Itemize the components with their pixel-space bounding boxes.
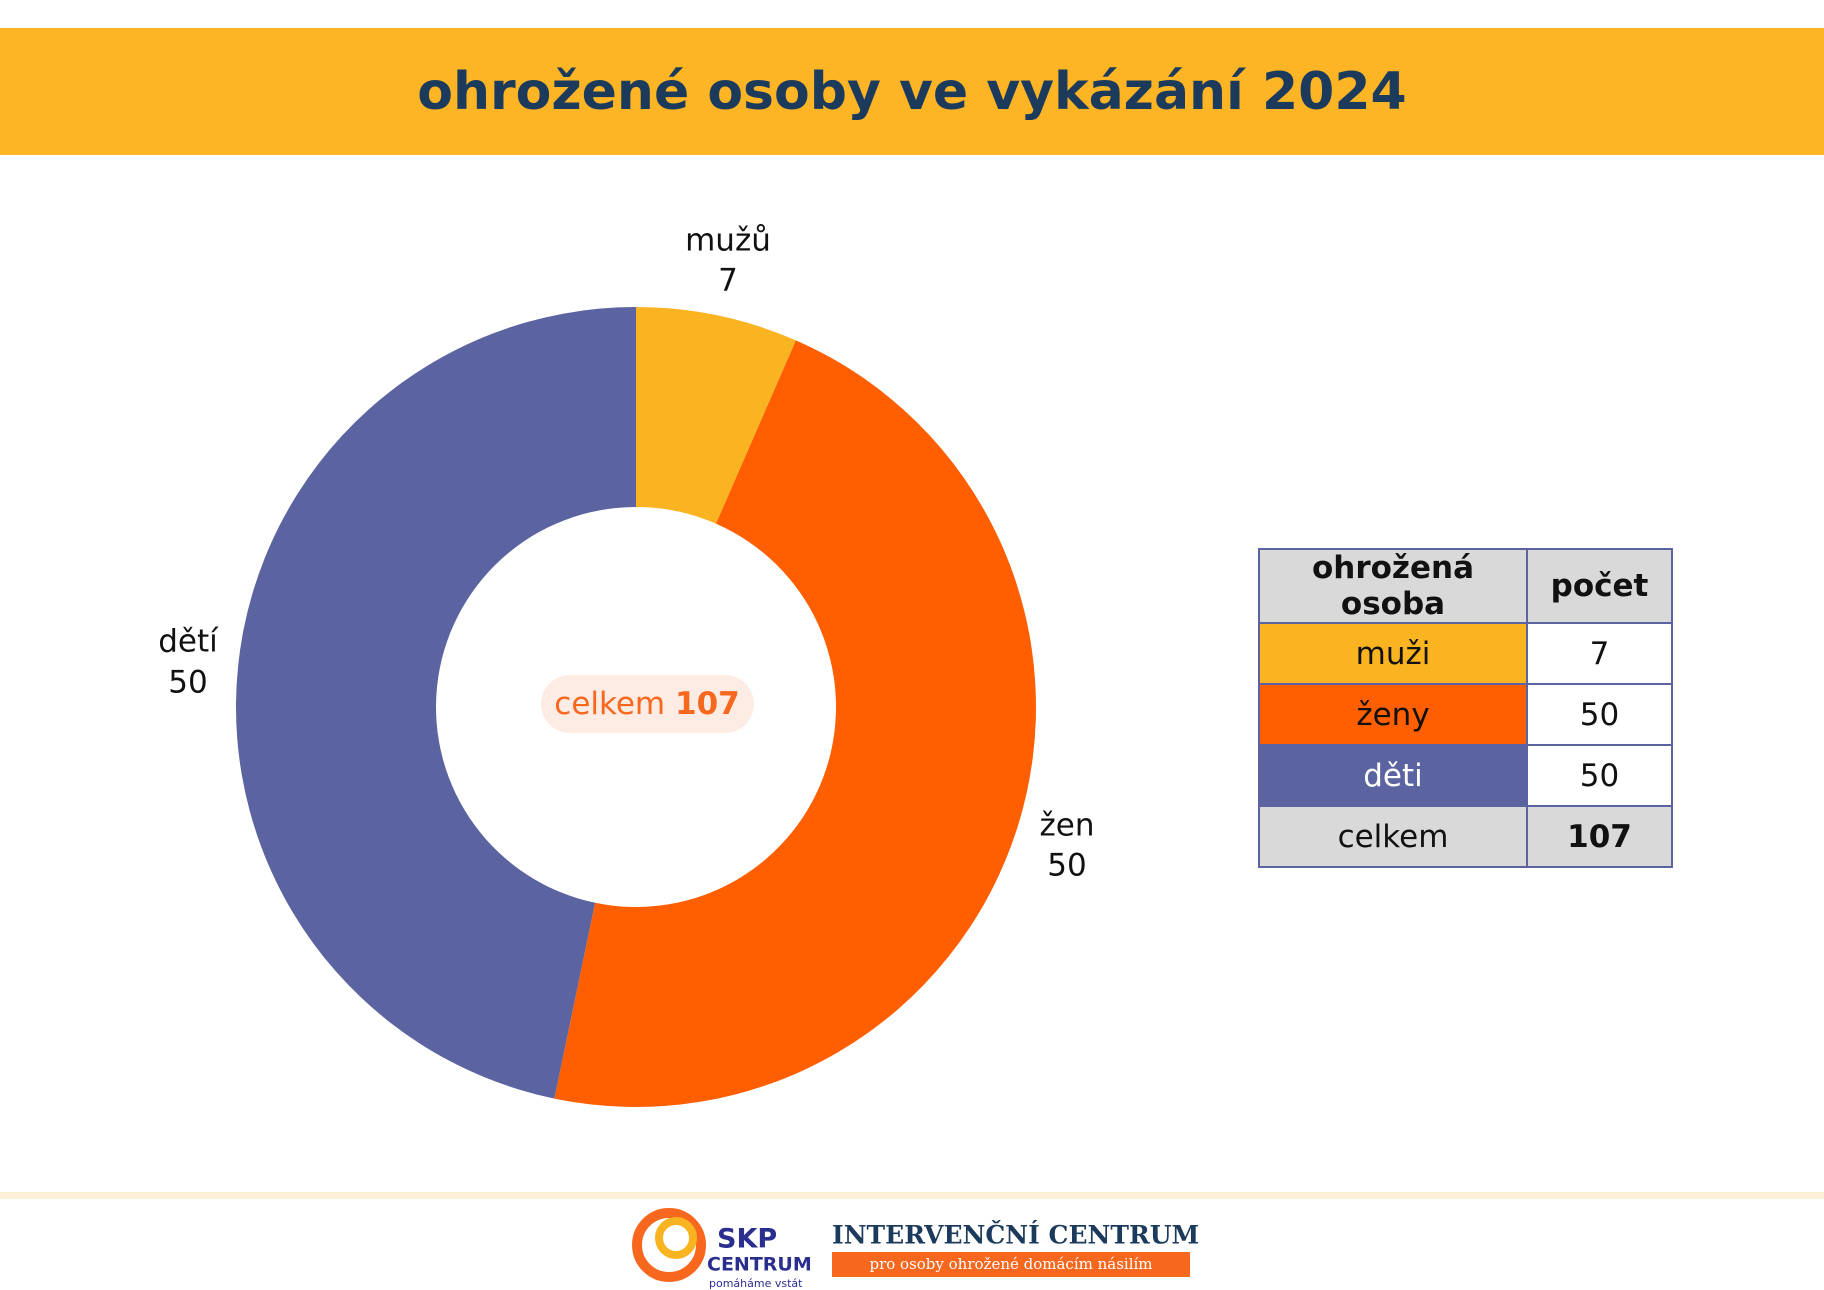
center-value: 107: [675, 686, 740, 722]
chart: celkem 107 mužů 7 žen 50 dětí 50: [158, 223, 1095, 1107]
table-row: muži 7: [1258, 622, 1673, 685]
header-cell: ohrožená osoba: [1258, 548, 1528, 624]
center-text: celkem: [554, 686, 665, 722]
table-cell: 50: [1526, 683, 1673, 746]
table-row: celkem 107: [1258, 805, 1673, 868]
center-label: celkem 107: [554, 686, 739, 722]
header-band: ohrožené osoby ve vykázání 2024: [0, 28, 1824, 155]
table-cell: muži: [1258, 622, 1528, 685]
logo-title: SKP: [717, 1224, 777, 1255]
chart-title: ohrožené osoby ve vykázání 2024: [417, 61, 1407, 122]
table-cell: 107: [1526, 805, 1673, 868]
center-pill: [541, 675, 754, 733]
data-table: ohrožená osoba počet muži 7 ženy 50 děti…: [1258, 548, 1673, 868]
logo-title: INTERVENČNÍ CENTRUM: [832, 1221, 1199, 1250]
slice-value: 50: [1047, 848, 1086, 884]
logo-subtitle: CENTRUM: [707, 1254, 812, 1276]
slice-value: 50: [168, 665, 207, 701]
table-cell: ženy: [1258, 683, 1528, 746]
table-cell: 7: [1526, 622, 1673, 685]
table-cell: celkem: [1258, 805, 1528, 868]
logo-subtitle: pro osoby ohrožené domácím násilím: [869, 1255, 1152, 1273]
table-row: děti 50: [1258, 744, 1673, 807]
logo-swirl: [655, 1217, 697, 1259]
table-row: ženy 50: [1258, 683, 1673, 746]
table-header: ohrožená osoba počet: [1258, 548, 1673, 624]
logo-slogan: pomáháme vstát: [709, 1277, 803, 1290]
footer-logos: SKP CENTRUM pomáháme vstát INTERVENČNÍ C…: [632, 1208, 1199, 1290]
header-cell: počet: [1526, 548, 1673, 624]
slice-value: 7: [718, 263, 738, 299]
table-cell: děti: [1258, 744, 1528, 807]
slice-label: dětí: [158, 624, 219, 660]
logo-swirl: [632, 1208, 706, 1282]
donut-slice: [235, 307, 636, 1099]
logo-bar: [832, 1252, 1190, 1277]
table-cell: 50: [1526, 744, 1673, 807]
footer-line: [0, 1192, 1824, 1199]
slice-label: žen: [1040, 808, 1095, 844]
slice-label: mužů: [685, 223, 771, 259]
donut-slice: [554, 340, 1036, 1107]
donut-slice: [636, 307, 796, 524]
